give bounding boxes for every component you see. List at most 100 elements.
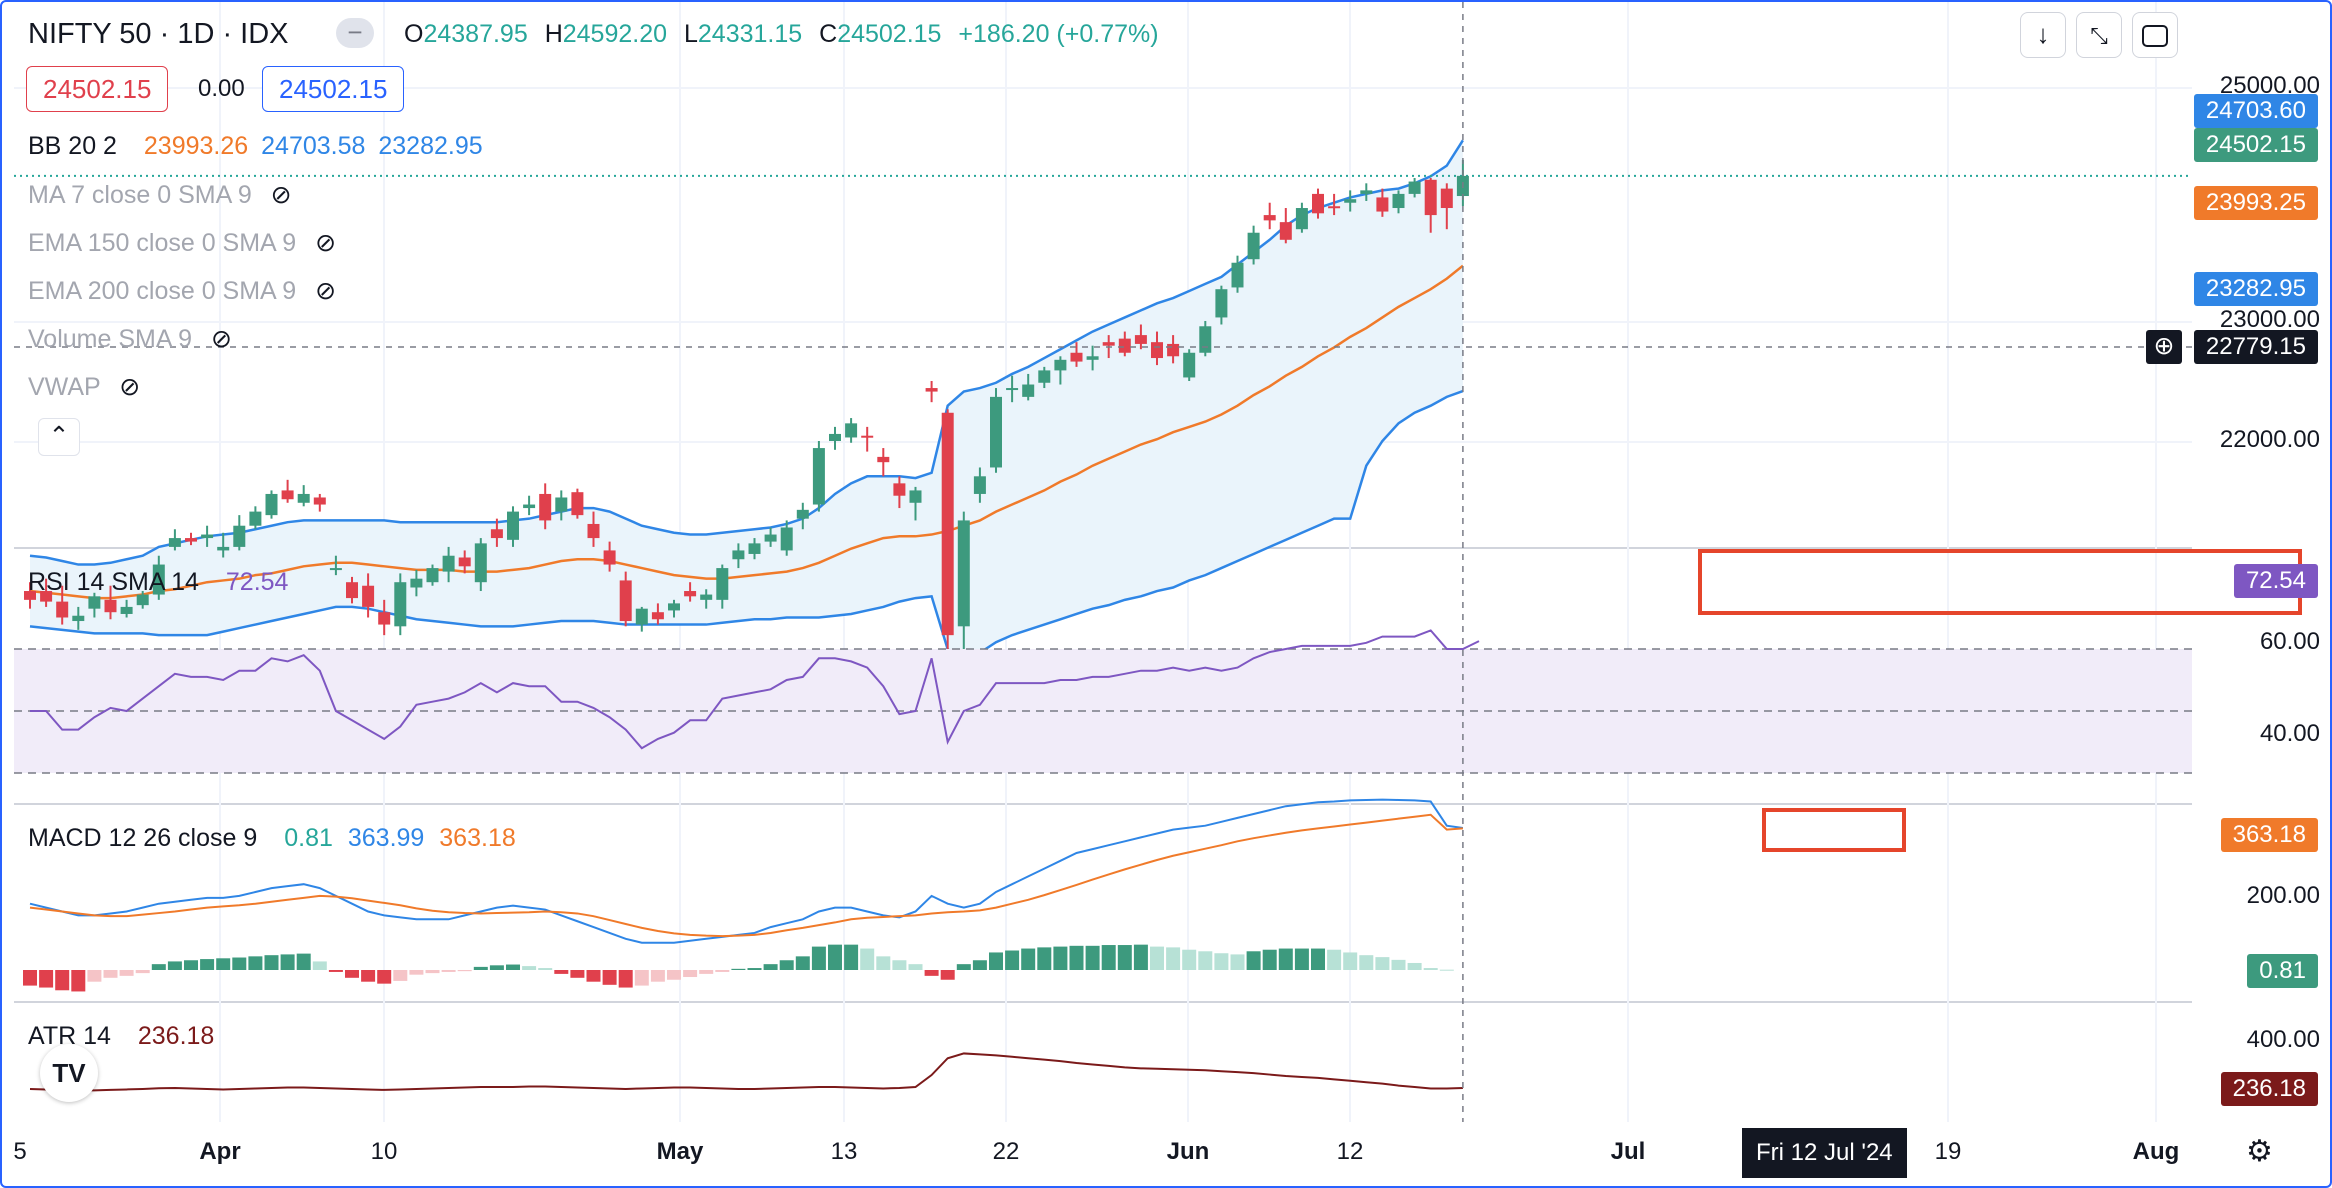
collapse-button[interactable]: ⤡: [2076, 12, 2122, 58]
candle-body: [1295, 208, 1308, 230]
macd-histogram-bar: [811, 946, 826, 970]
macd-hist-tag: 0.81: [2247, 954, 2318, 988]
macd-histogram-bar: [634, 970, 649, 986]
eye-off-icon[interactable]: ⊘: [119, 373, 141, 401]
candle-body: [555, 497, 568, 512]
collapse-legend-button[interactable]: ⌃: [38, 418, 80, 456]
candle-body: [152, 564, 165, 595]
symbol-title[interactable]: NIFTY 50 · 1D · IDX: [28, 18, 289, 50]
ma7-legend[interactable]: MA 7 close 0 SMA 9 ⊘: [28, 181, 292, 209]
eye-off-icon[interactable]: ⊘: [270, 181, 292, 209]
spread-value: 0.00: [198, 75, 245, 102]
candle-body: [362, 585, 375, 607]
ema150-legend[interactable]: EMA 150 close 0 SMA 9 ⊘: [28, 229, 337, 257]
macd-histogram-bar: [731, 968, 746, 970]
candle-body: [1328, 206, 1341, 209]
macd-histogram-bar: [135, 970, 150, 974]
candle-body: [877, 456, 890, 463]
candle-body: [56, 601, 69, 618]
candle-body: [378, 612, 391, 625]
download-button[interactable]: ↓: [2020, 12, 2066, 58]
ema200-legend[interactable]: EMA 200 close 0 SMA 9 ⊘: [28, 277, 337, 305]
candle-body: [668, 603, 680, 611]
macd-histogram-bar: [1246, 951, 1261, 970]
macd-histogram-bar: [200, 959, 215, 970]
candle-body: [1215, 289, 1228, 318]
macd-histogram-bar: [1198, 951, 1213, 970]
candle-body: [168, 538, 181, 547]
bb-legend[interactable]: BB 20 2 23993.26 24703.58 23282.95: [28, 132, 483, 160]
macd-histogram-bar: [1439, 969, 1454, 971]
candle-body: [973, 476, 986, 494]
buy-button[interactable]: 24502.15: [262, 66, 405, 112]
macd-histogram-bar: [1262, 949, 1277, 970]
candle-body: [233, 525, 246, 547]
atr-line: [29, 1052, 1463, 1092]
eye-off-icon[interactable]: ⊘: [315, 277, 337, 305]
candle-body: [490, 529, 503, 539]
candle-body: [1440, 188, 1453, 209]
candle-body: [1376, 197, 1389, 212]
bb-lower-line: [29, 389, 1464, 662]
macd-histogram-bar: [1069, 945, 1084, 970]
macd-histogram-bar: [167, 961, 182, 970]
candle-body: [410, 578, 423, 588]
macd-histogram-bar: [119, 970, 134, 976]
macd-histogram-bar: [956, 964, 971, 970]
vwap-legend[interactable]: VWAP ⊘: [28, 373, 141, 401]
candle-body: [1038, 370, 1051, 383]
eye-off-icon[interactable]: ⊘: [315, 229, 337, 257]
rsi-highlight-box: [1698, 549, 2302, 615]
time-tick: 5: [13, 1138, 27, 1165]
macd-histogram-bar: [312, 961, 327, 970]
macd-tick: 200.00: [2246, 882, 2320, 909]
candle-body: [829, 433, 841, 441]
candle-body: [297, 493, 310, 503]
macd-histogram-bar: [667, 970, 681, 980]
download-icon: ↓: [2036, 19, 2050, 49]
macd-legend[interactable]: MACD 12 26 close 9 0.81 363.99 363.18: [28, 824, 516, 852]
bb-upper-tag: 24703.60: [2193, 94, 2318, 128]
candle-body: [72, 615, 85, 622]
axis-settings-button[interactable]: ⚙: [2246, 1134, 2273, 1169]
macd-histogram-bar: [1311, 948, 1325, 970]
macd-histogram-bar: [328, 970, 343, 972]
macd-histogram-bar: [232, 957, 247, 970]
candle-body: [329, 568, 342, 571]
macd-histogram-bar: [1391, 959, 1406, 970]
bollinger-bands: [14, 139, 2192, 662]
macd-histogram-bar: [1117, 945, 1132, 970]
add-alert-button[interactable]: ⊕: [2146, 330, 2182, 364]
candle-body: [1392, 193, 1405, 209]
candle-body: [442, 555, 455, 572]
time-tick: 12: [1336, 1138, 1364, 1165]
candle-body: [780, 527, 793, 551]
macd-histogram-bar: [1101, 945, 1116, 970]
rsi-legend[interactable]: RSI 14 SMA 14 72.54: [28, 568, 289, 596]
candle-body: [603, 550, 616, 565]
candle-body: [104, 599, 117, 613]
candle-body: [796, 509, 809, 519]
tradingview-logo[interactable]: TV: [40, 1044, 98, 1102]
candle-body: [909, 490, 922, 503]
macd-histogram-bar: [747, 968, 762, 970]
settings-dot-button[interactable]: −: [336, 18, 374, 48]
sell-button[interactable]: 24502.15: [26, 66, 169, 112]
macd-histogram-bar: [473, 966, 488, 970]
candle-body: [716, 568, 729, 600]
crosshair: [14, 2, 2192, 1122]
eye-off-icon[interactable]: ⊘: [210, 325, 232, 353]
macd-histogram-bar: [924, 970, 939, 976]
fullscreen-button[interactable]: [2132, 12, 2178, 58]
macd-histogram-bar: [457, 970, 472, 972]
price-tick: 23000.00: [2219, 306, 2320, 333]
volume-legend[interactable]: Volume SMA 9 ⊘: [28, 325, 232, 353]
atr-tick: 400.00: [2246, 1026, 2320, 1053]
time-tick: May: [656, 1138, 704, 1165]
time-tick: 19: [1934, 1138, 1962, 1165]
candle-body: [281, 490, 294, 500]
macd-histogram-bar: [1230, 954, 1245, 970]
macd-histogram-bar: [715, 970, 730, 972]
